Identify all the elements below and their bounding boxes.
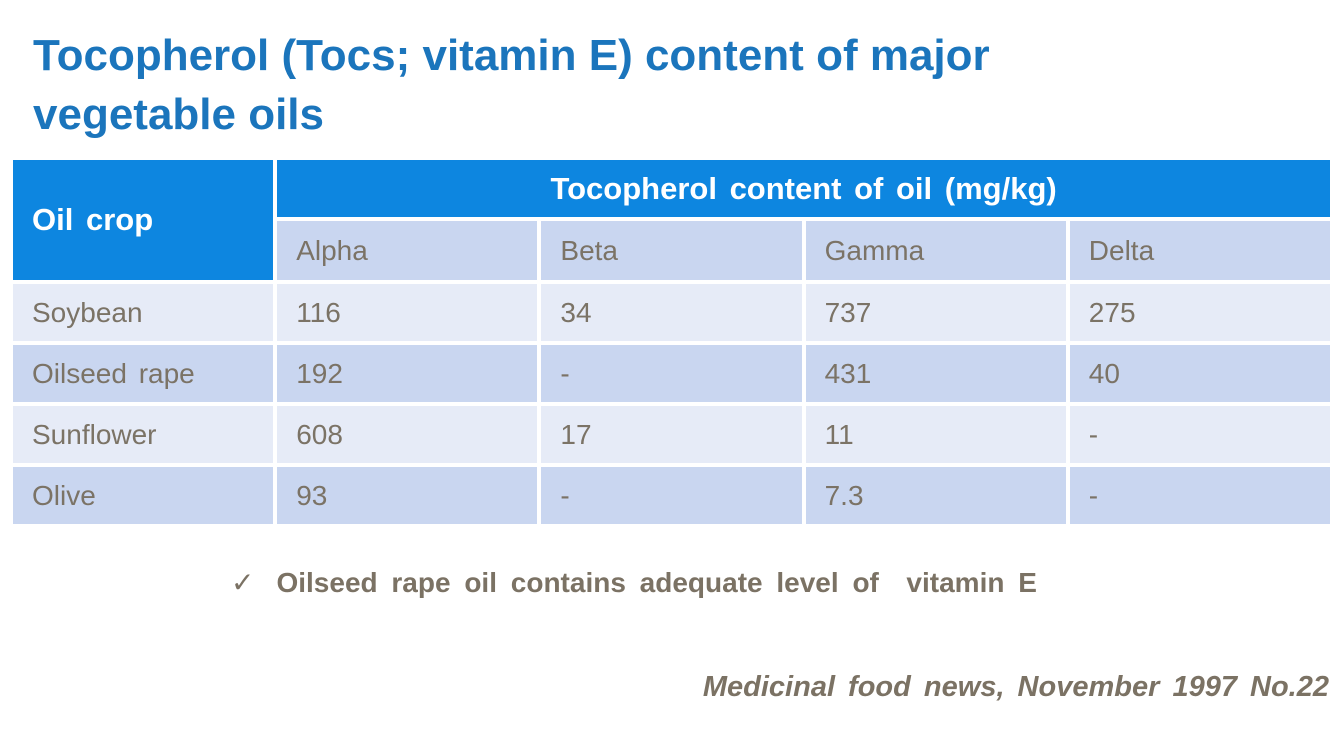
cell-oilseed-rape-gamma: 431 — [805, 345, 1066, 402]
column-header-gamma: Gamma — [805, 221, 1066, 280]
row-label-sunflower: Sunflower — [13, 406, 274, 463]
title-line-1: Tocopherol (Tocs; vitamin E) content of … — [33, 31, 990, 80]
table-corner-header-oil-crop: Oil crop — [13, 160, 274, 280]
cell-sunflower-delta: - — [1069, 406, 1330, 463]
page-title: Tocopherol (Tocs; vitamin E) content of … — [33, 26, 990, 144]
row-label-oilseed-rape: Oilseed rape — [13, 345, 274, 402]
cell-soybean-beta: 34 — [541, 284, 802, 341]
cell-sunflower-alpha: 608 — [277, 406, 538, 463]
checkmark-icon: ✓ — [231, 567, 255, 598]
cell-soybean-alpha: 116 — [277, 284, 538, 341]
source-citation: Medicinal food news, November 1997 No.22 — [702, 671, 1329, 703]
row-label-olive: Olive — [13, 467, 274, 524]
key-point-note: ✓ Oilseed rape oil contains adequate leve… — [231, 566, 1037, 599]
cell-soybean-delta: 275 — [1069, 284, 1330, 341]
cell-sunflower-beta: 17 — [541, 406, 802, 463]
row-label-soybean: Soybean — [13, 284, 274, 341]
cell-sunflower-gamma: 11 — [805, 406, 1066, 463]
cell-olive-delta: - — [1069, 467, 1330, 524]
title-line-2: vegetable oils — [33, 90, 325, 139]
cell-olive-gamma: 7.3 — [805, 467, 1066, 524]
note-text: Oilseed rape oil contains adequate level… — [276, 567, 1037, 598]
tocopherol-table: Oil crop Tocopherol content of oil (mg/k… — [13, 160, 1330, 524]
column-header-alpha: Alpha — [277, 221, 538, 280]
cell-oilseed-rape-delta: 40 — [1069, 345, 1330, 402]
cell-soybean-gamma: 737 — [805, 284, 1066, 341]
cell-olive-beta: - — [541, 467, 802, 524]
cell-olive-alpha: 93 — [277, 467, 538, 524]
cell-oilseed-rape-beta: - — [541, 345, 802, 402]
table-group-header: Tocopherol content of oil (mg/kg) — [277, 160, 1330, 217]
cell-oilseed-rape-alpha: 192 — [277, 345, 538, 402]
column-header-delta: Delta — [1069, 221, 1330, 280]
column-header-beta: Beta — [541, 221, 802, 280]
